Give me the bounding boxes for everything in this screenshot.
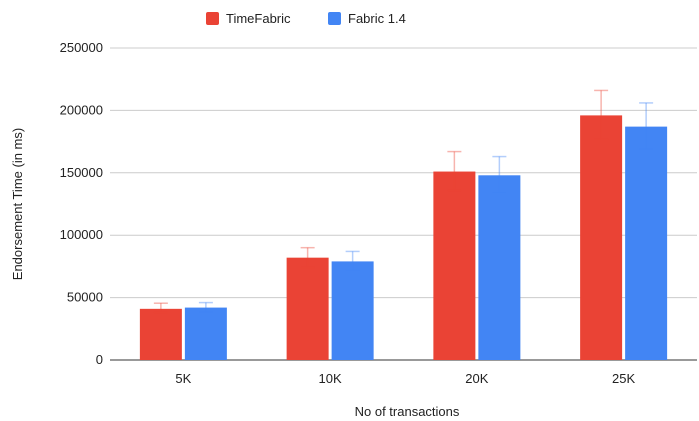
x-tick-label: 20K [465, 371, 488, 386]
x-tick-label: 10K [319, 371, 342, 386]
y-tick-label: 50000 [67, 290, 103, 305]
x-tick-label: 25K [612, 371, 635, 386]
bar-timefabric-20k [433, 172, 475, 360]
y-tick-label: 250000 [60, 40, 103, 55]
legend-item-fabric-1-4: Fabric 1.4 [328, 11, 406, 26]
x-axis: 5K 10K 20K 25K [175, 371, 635, 386]
legend-label: TimeFabric [226, 11, 291, 26]
error-bars [154, 90, 653, 312]
bar-timefabric-10k [287, 258, 329, 360]
legend: TimeFabric Fabric 1.4 [206, 11, 406, 26]
bar-fabric-1-4-20k [478, 175, 520, 360]
y-tick-label: 200000 [60, 102, 103, 117]
x-tick-label: 5K [175, 371, 191, 386]
legend-swatch [206, 12, 219, 25]
y-tick-label: 0 [96, 352, 103, 367]
legend-swatch [328, 12, 341, 25]
bar-timefabric-5k [140, 309, 182, 360]
y-axis-title: Endorsement Time (in ms) [10, 128, 25, 280]
bar-timefabric-25k [580, 115, 622, 360]
bar-fabric-1-4-10k [332, 261, 374, 360]
x-axis-title: No of transactions [355, 404, 460, 419]
bar-fabric-1-4-5k [185, 308, 227, 360]
y-tick-label: 150000 [60, 165, 103, 180]
y-tick-label: 100000 [60, 227, 103, 242]
legend-label: Fabric 1.4 [348, 11, 406, 26]
legend-item-timefabric: TimeFabric [206, 11, 291, 26]
y-axis: 0 50000 100000 150000 200000 250000 [60, 40, 103, 367]
bar-fabric-1-4-25k [625, 127, 667, 360]
bars [140, 115, 667, 360]
